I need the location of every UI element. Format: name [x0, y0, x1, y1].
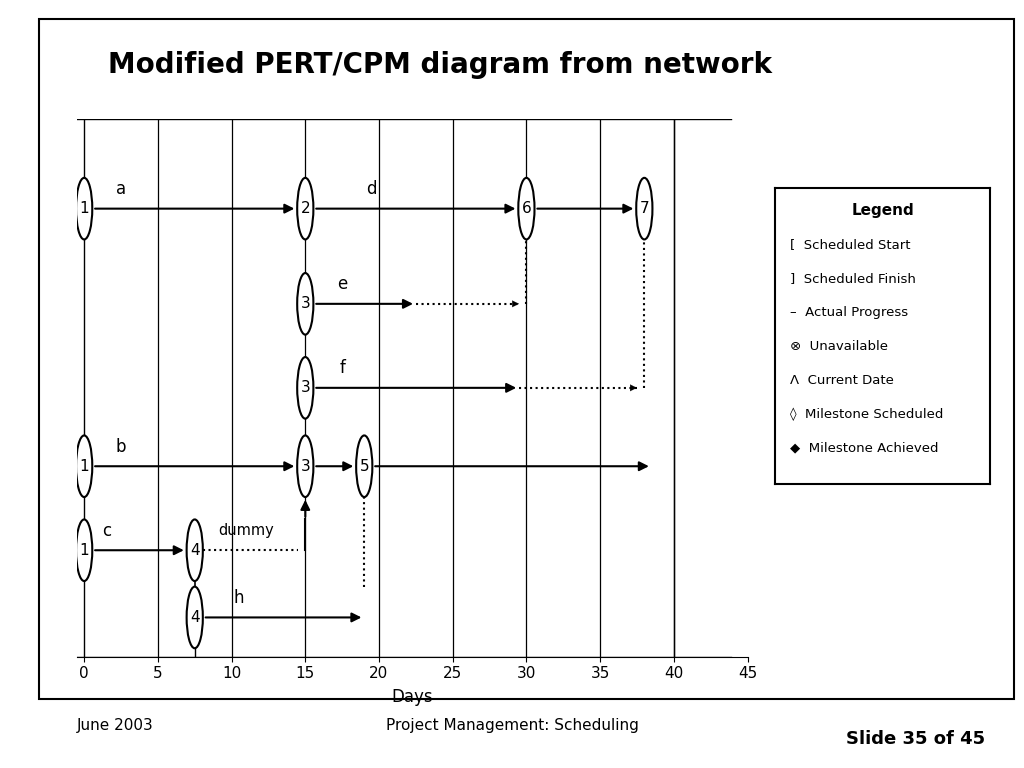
Text: 1: 1 [79, 458, 89, 474]
Text: 7: 7 [640, 201, 649, 216]
Text: e: e [337, 275, 347, 293]
Text: ⊗  Unavailable: ⊗ Unavailable [791, 340, 888, 353]
Text: 3: 3 [300, 296, 310, 311]
Circle shape [297, 357, 313, 419]
Text: 2: 2 [300, 201, 310, 216]
Circle shape [518, 178, 535, 240]
Text: a: a [116, 180, 126, 198]
Circle shape [636, 178, 652, 240]
Text: ◆  Milestone Achieved: ◆ Milestone Achieved [791, 442, 939, 455]
Text: ]  Scheduled Finish: ] Scheduled Finish [791, 272, 916, 285]
Circle shape [356, 435, 373, 497]
Text: 5: 5 [359, 458, 369, 474]
Text: 1: 1 [79, 201, 89, 216]
Text: –  Actual Progress: – Actual Progress [791, 306, 908, 319]
Text: f: f [339, 359, 345, 377]
Text: d: d [367, 180, 377, 198]
Circle shape [297, 273, 313, 335]
Text: Legend: Legend [851, 203, 914, 218]
Text: ◊  Milestone Scheduled: ◊ Milestone Scheduled [791, 408, 943, 421]
Circle shape [186, 587, 203, 648]
Text: Project Management: Scheduling: Project Management: Scheduling [386, 718, 638, 733]
Circle shape [76, 519, 92, 581]
Text: [  Scheduled Start: [ Scheduled Start [791, 238, 910, 251]
Text: Modified PERT/CPM diagram from network: Modified PERT/CPM diagram from network [109, 51, 772, 79]
Text: 6: 6 [521, 201, 531, 216]
Text: h: h [233, 589, 244, 607]
Circle shape [297, 178, 313, 240]
Text: 1: 1 [79, 543, 89, 558]
X-axis label: Days: Days [391, 688, 433, 707]
Text: Λ  Current Date: Λ Current Date [791, 374, 894, 387]
Text: June 2003: June 2003 [77, 718, 154, 733]
Text: 3: 3 [300, 380, 310, 396]
Circle shape [76, 435, 92, 497]
Text: dummy: dummy [218, 523, 274, 538]
Text: Slide 35 of 45: Slide 35 of 45 [846, 730, 985, 748]
Text: 3: 3 [300, 458, 310, 474]
Circle shape [186, 519, 203, 581]
Circle shape [76, 178, 92, 240]
Text: b: b [116, 438, 126, 455]
Circle shape [297, 435, 313, 497]
Text: 4: 4 [189, 543, 200, 558]
Text: c: c [101, 521, 111, 540]
Text: 4: 4 [189, 610, 200, 625]
